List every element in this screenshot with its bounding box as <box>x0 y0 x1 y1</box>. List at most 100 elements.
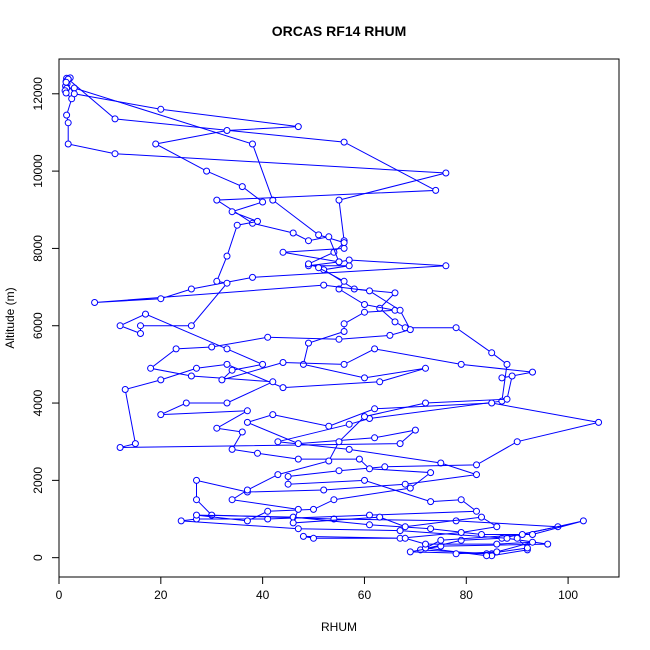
data-point <box>279 248 287 256</box>
data-point <box>254 217 261 225</box>
data-point <box>320 486 328 494</box>
data-point <box>249 140 256 148</box>
data-point <box>193 511 200 519</box>
data-point <box>315 264 323 272</box>
data-point <box>478 513 485 521</box>
data-point <box>116 444 124 451</box>
series-4 <box>62 78 536 558</box>
data-point <box>264 515 272 523</box>
data-point <box>427 469 435 477</box>
data-point <box>182 399 190 407</box>
data-point <box>361 374 368 382</box>
data-point <box>274 471 282 479</box>
data-point <box>249 273 256 281</box>
data-point <box>361 301 368 308</box>
data-point <box>366 465 373 473</box>
data-point <box>157 376 165 384</box>
data-point <box>91 299 99 306</box>
data-point <box>208 343 216 351</box>
data-point <box>345 420 353 428</box>
data-point <box>325 457 333 465</box>
data-point <box>62 89 70 97</box>
data-point <box>452 324 460 332</box>
data-point <box>223 360 231 368</box>
data-point <box>523 544 531 552</box>
data-point <box>223 345 231 353</box>
data-point <box>371 405 379 413</box>
data-point <box>529 531 536 538</box>
data-point <box>401 534 409 542</box>
data-point <box>361 308 368 316</box>
data-point <box>544 540 552 548</box>
data-point <box>111 115 119 123</box>
data-point <box>488 349 496 357</box>
data-point <box>223 127 231 134</box>
data-point <box>340 320 348 328</box>
data-point <box>193 476 200 484</box>
data-point <box>284 473 292 480</box>
data-point <box>366 287 373 295</box>
data-point <box>294 455 302 463</box>
data-point <box>473 507 480 515</box>
data-point <box>401 523 409 531</box>
y-tick-label: 0 <box>31 554 45 561</box>
data-point <box>284 480 292 488</box>
data-point <box>233 221 241 229</box>
data-point <box>371 434 379 442</box>
data-point <box>330 496 338 504</box>
data-point <box>493 540 501 548</box>
data-point <box>187 372 195 380</box>
data-point <box>147 364 155 372</box>
data-point <box>335 467 343 475</box>
data-point <box>361 476 368 484</box>
data-point <box>473 471 480 479</box>
data-point <box>340 360 348 368</box>
data-point <box>294 505 302 513</box>
data-point <box>193 496 200 504</box>
data-point <box>345 256 353 264</box>
data-point <box>243 418 251 426</box>
data-point <box>345 445 353 453</box>
data-point <box>335 196 343 204</box>
data-point <box>340 244 348 252</box>
data-point <box>406 326 414 334</box>
data-point <box>340 277 348 285</box>
data-point <box>203 167 211 175</box>
data-point <box>478 531 485 538</box>
data-point <box>508 372 516 380</box>
data-point <box>157 105 165 113</box>
x-tick-label: 100 <box>558 588 578 602</box>
data-point <box>386 331 394 339</box>
data-point <box>121 386 129 393</box>
data-point <box>238 428 246 436</box>
data-point <box>427 498 435 506</box>
data-point <box>422 540 429 548</box>
data-point <box>299 360 307 368</box>
chart-title: ORCAS RF14 RHUM <box>272 23 407 39</box>
data-point <box>294 525 302 533</box>
data-point <box>305 339 312 347</box>
data-point <box>137 330 144 337</box>
data-point <box>406 548 414 556</box>
y-tick-label: 4000 <box>31 389 45 416</box>
data-point <box>310 534 317 542</box>
data-point <box>396 306 404 314</box>
x-tick-label: 60 <box>358 588 372 602</box>
data-point <box>223 252 231 260</box>
y-axis-label: Altitude (m) <box>3 287 17 348</box>
y-axis: 0 2000 4000 6000 8000 10000 12000 <box>31 77 60 561</box>
data-point <box>269 378 277 386</box>
data-point <box>243 407 251 415</box>
data-point <box>488 399 496 407</box>
data-point <box>437 536 445 544</box>
data-point <box>279 384 287 392</box>
data-point <box>294 123 302 131</box>
data-point <box>305 260 312 268</box>
data-point <box>157 411 165 419</box>
data-point <box>371 345 379 353</box>
series-layer <box>61 74 603 560</box>
data-point <box>243 517 251 525</box>
data-point <box>213 196 221 204</box>
x-tick-label: 20 <box>154 588 168 602</box>
data-point <box>274 438 282 446</box>
